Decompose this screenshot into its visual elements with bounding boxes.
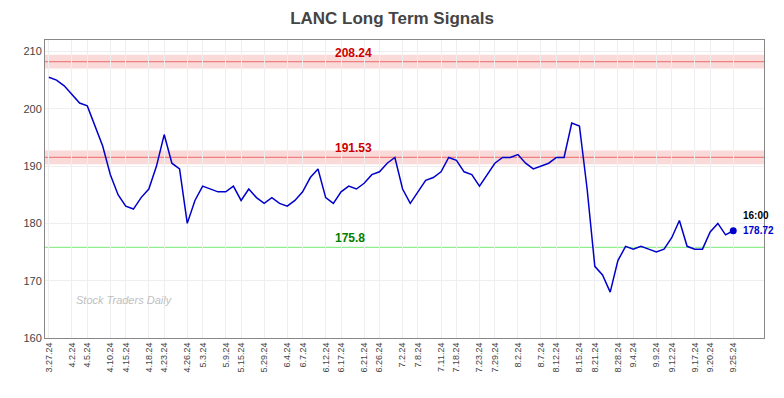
svg-text:4.5.24: 4.5.24 <box>82 343 92 368</box>
svg-text:190: 190 <box>23 160 41 172</box>
svg-text:4.23.24: 4.23.24 <box>159 343 169 373</box>
svg-text:191.53: 191.53 <box>335 141 372 155</box>
svg-text:6.7.24: 6.7.24 <box>298 343 308 368</box>
svg-text:4.10.24: 4.10.24 <box>105 343 115 373</box>
svg-text:8.2.24: 8.2.24 <box>513 343 523 368</box>
svg-text:160: 160 <box>23 332 41 344</box>
svg-text:7.29.24: 7.29.24 <box>490 343 500 373</box>
svg-text:8.15.24: 8.15.24 <box>574 343 584 373</box>
svg-text:3.27.24: 3.27.24 <box>44 343 54 373</box>
svg-text:180: 180 <box>23 217 41 229</box>
svg-text:175.8: 175.8 <box>335 231 365 245</box>
svg-text:8.7.24: 8.7.24 <box>536 343 546 368</box>
svg-text:178.72: 178.72 <box>743 225 774 236</box>
svg-text:200: 200 <box>23 103 41 115</box>
svg-text:4.15.24: 4.15.24 <box>121 343 131 373</box>
svg-text:9.12.24: 9.12.24 <box>667 343 677 373</box>
svg-text:16:00: 16:00 <box>743 210 769 221</box>
svg-text:9.20.24: 9.20.24 <box>705 343 715 373</box>
svg-text:9.17.24: 9.17.24 <box>690 343 700 373</box>
svg-text:7.23.24: 7.23.24 <box>474 343 484 373</box>
svg-text:5.15.24: 5.15.24 <box>236 343 246 373</box>
svg-text:5.3.24: 5.3.24 <box>198 343 208 368</box>
svg-text:208.24: 208.24 <box>335 46 372 60</box>
svg-text:7.11.24: 7.11.24 <box>436 343 446 372</box>
svg-text:4.18.24: 4.18.24 <box>144 343 154 373</box>
svg-text:6.21.24: 6.21.24 <box>359 343 369 373</box>
svg-text:7.8.24: 7.8.24 <box>413 343 423 368</box>
svg-text:7.18.24: 7.18.24 <box>451 343 461 373</box>
svg-text:6.26.24: 6.26.24 <box>374 343 384 373</box>
svg-text:170: 170 <box>23 275 41 287</box>
svg-text:210: 210 <box>23 45 41 57</box>
svg-text:8.21.24: 8.21.24 <box>590 343 600 373</box>
svg-text:Stock Traders Daily: Stock Traders Daily <box>76 294 173 306</box>
svg-text:8.12.24: 8.12.24 <box>551 343 561 373</box>
svg-text:9.9.24: 9.9.24 <box>651 343 661 368</box>
svg-text:LANC Long Term Signals: LANC Long Term Signals <box>290 9 494 28</box>
svg-text:9.25.24: 9.25.24 <box>728 343 738 373</box>
svg-text:6.17.24: 6.17.24 <box>336 343 346 373</box>
svg-text:7.2.24: 7.2.24 <box>398 343 408 368</box>
svg-text:5.29.24: 5.29.24 <box>259 343 269 373</box>
svg-text:4.26.24: 4.26.24 <box>182 343 192 373</box>
svg-text:4.2.24: 4.2.24 <box>67 343 77 368</box>
svg-text:5.9.24: 5.9.24 <box>221 343 231 368</box>
svg-text:6.4.24: 6.4.24 <box>282 343 292 368</box>
svg-text:9.4.24: 9.4.24 <box>628 343 638 368</box>
svg-text:6.12.24: 6.12.24 <box>321 343 331 373</box>
svg-text:8.28.24: 8.28.24 <box>613 343 623 373</box>
